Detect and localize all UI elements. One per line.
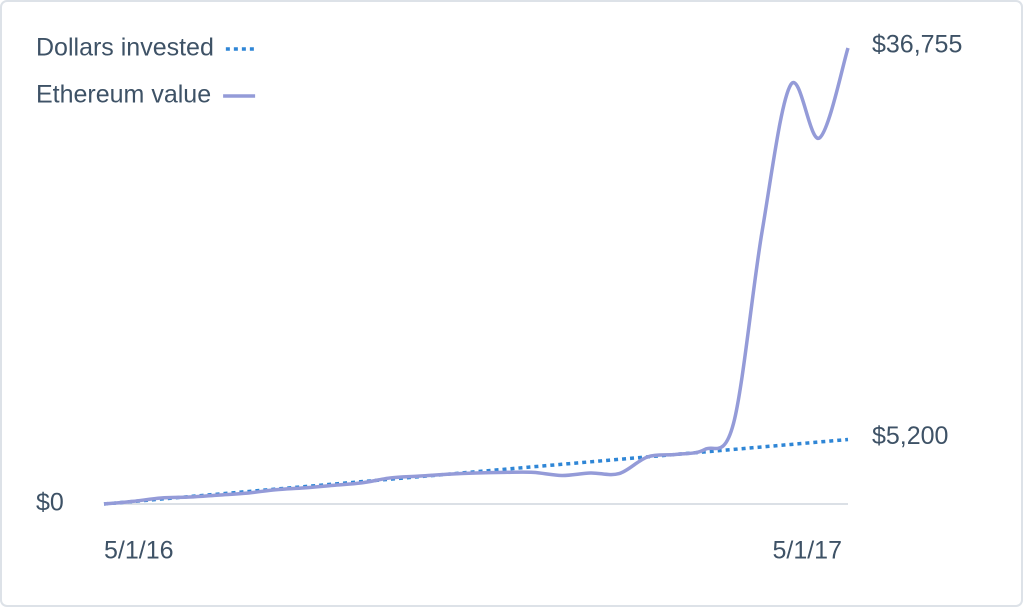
series-line (103, 47, 850, 506)
value-label: $5,200 (872, 422, 948, 450)
legend-label: Dollars invested (36, 34, 214, 62)
y-tick-label: $0 (36, 489, 64, 517)
legend-label: Ethereum value (36, 81, 211, 109)
value-label: $36,755 (872, 31, 962, 59)
x-tick-label: 5/1/16 (104, 537, 174, 565)
x-tick-label: 5/1/17 (772, 537, 842, 565)
